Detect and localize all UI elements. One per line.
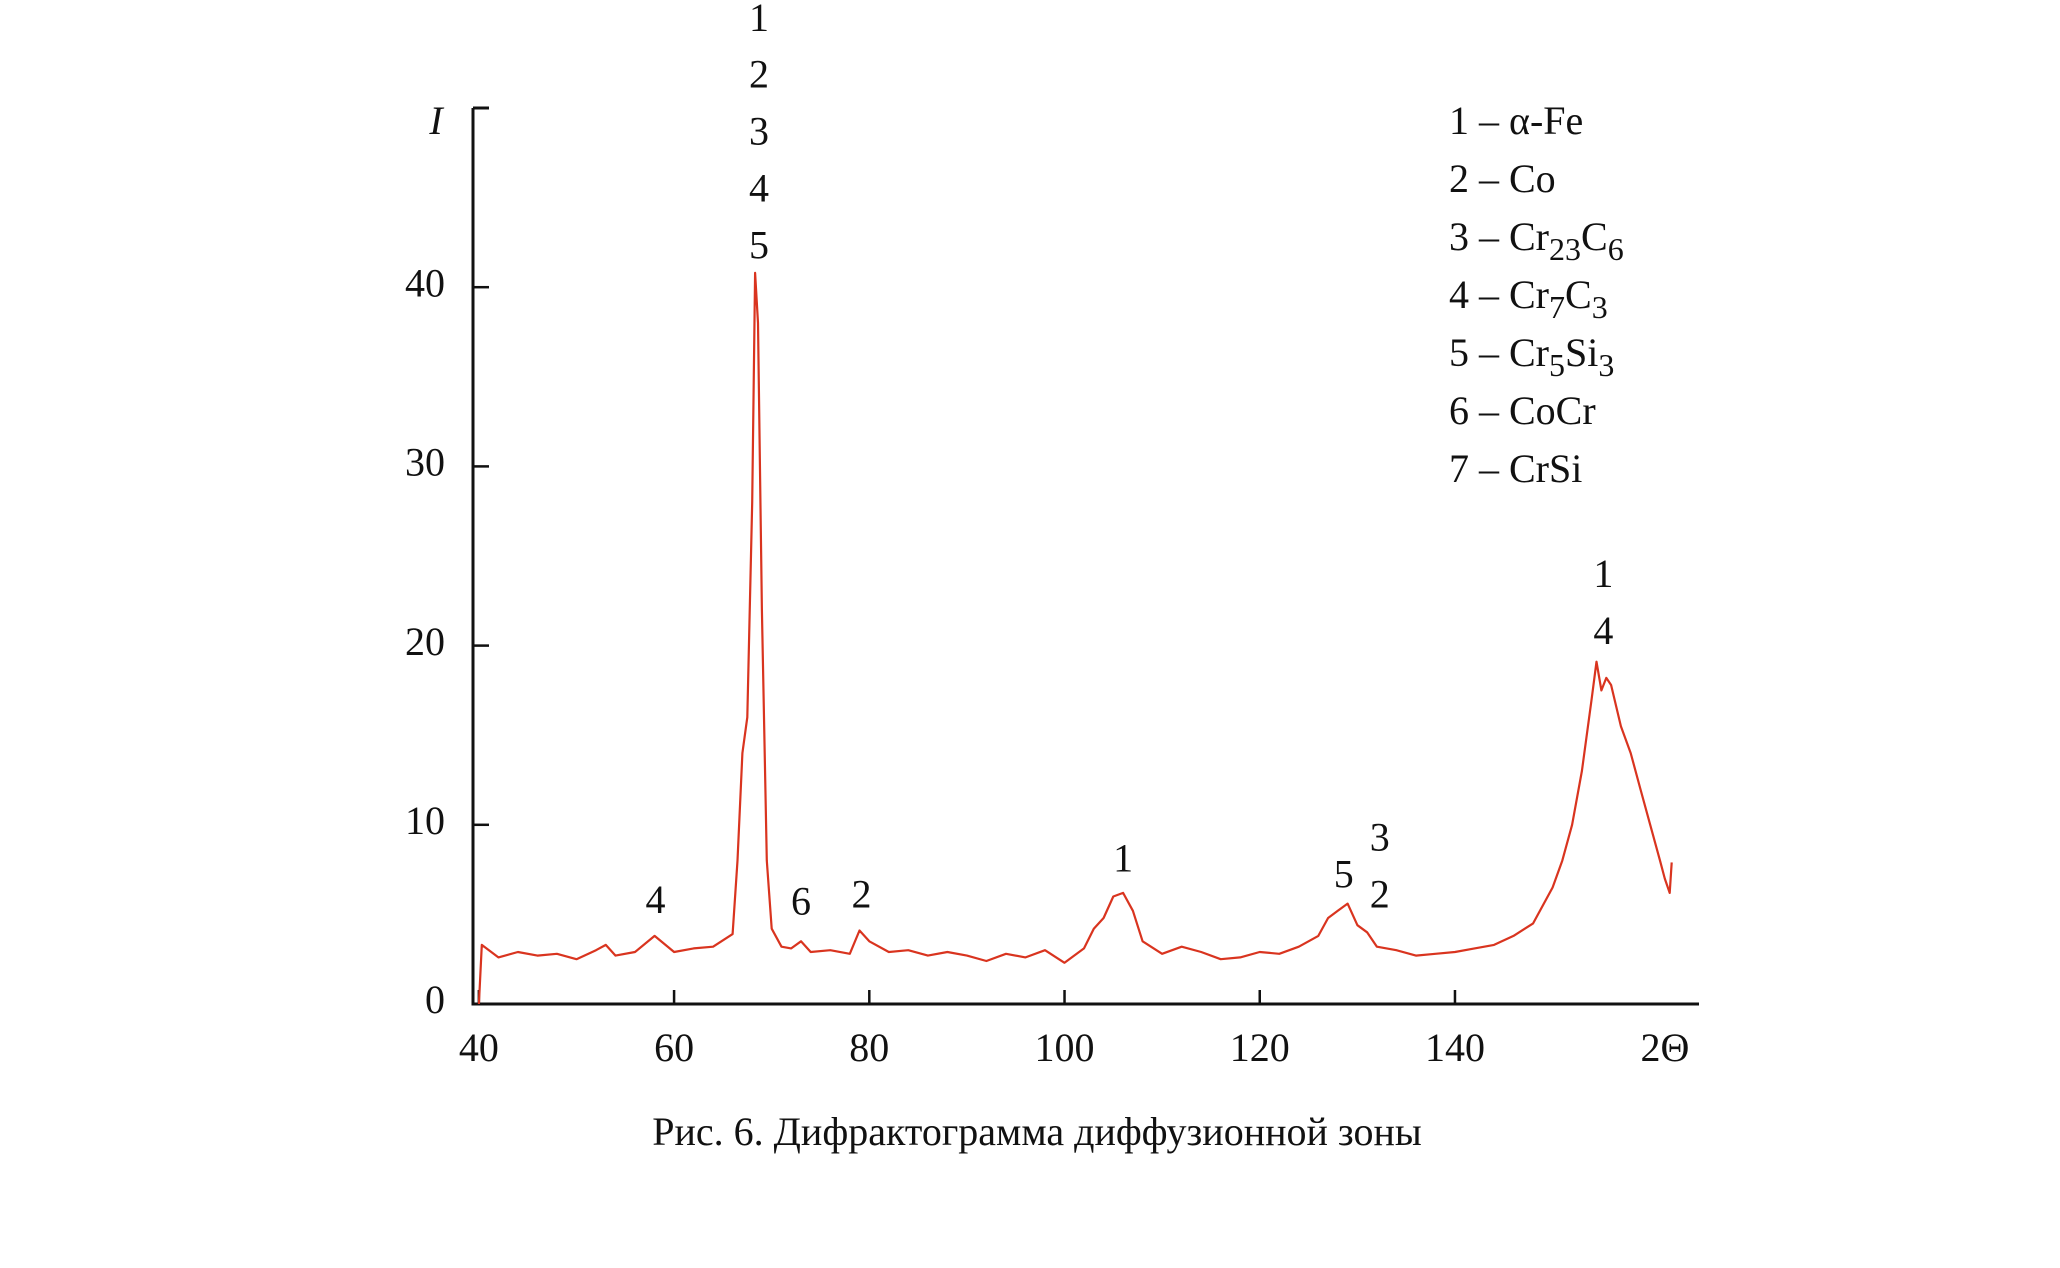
- x-tick-label: 140: [1425, 1025, 1485, 1070]
- legend-part: 23: [1549, 231, 1581, 267]
- legend-part: 3: [1592, 289, 1608, 325]
- y-tick-label: 20: [405, 619, 445, 664]
- legend-part: 3 –: [1449, 214, 1509, 259]
- legend-part: 6 –: [1449, 388, 1509, 433]
- y-tick-label: 10: [405, 798, 445, 843]
- peak-label: 4: [1593, 608, 1613, 653]
- legend-part: CrSi: [1509, 446, 1582, 491]
- legend-part: 5: [1549, 347, 1565, 383]
- legend-part: C: [1565, 272, 1592, 317]
- legend-part: Cr: [1509, 330, 1549, 375]
- peak-label: 1: [749, 0, 769, 40]
- x-tick-label: 40: [459, 1025, 499, 1070]
- peak-label: 3: [1370, 814, 1390, 859]
- peak-label: 6: [791, 879, 811, 924]
- data-line: [477, 271, 1673, 1005]
- peak-label: 2: [1370, 871, 1390, 916]
- legend-part: Si: [1565, 330, 1598, 375]
- x-axis-label: 2Θ: [1641, 1025, 1690, 1070]
- peak-label: 3: [749, 109, 769, 154]
- legend-part: 6: [1608, 231, 1624, 267]
- legend-part: 1 –: [1449, 98, 1509, 143]
- legend-part: α-Fe: [1509, 98, 1583, 143]
- legend-entry: 1 – α-Fe: [1449, 98, 1583, 143]
- peak-label: 1: [1113, 836, 1133, 881]
- legend-part: 2 –: [1449, 156, 1509, 201]
- legend-part: Co: [1509, 156, 1556, 201]
- legend-part: Cr: [1509, 272, 1549, 317]
- x-tick-label: 80: [849, 1025, 889, 1070]
- peak-label: 2: [749, 52, 769, 97]
- legend-entry: 3 – Cr23C6: [1449, 214, 1624, 267]
- legend-part: 5 –: [1449, 330, 1509, 375]
- legend-part: 7: [1549, 289, 1565, 325]
- x-tick-label: 100: [1035, 1025, 1095, 1070]
- legend-entry: 4 – Cr7C3: [1449, 272, 1608, 325]
- y-tick-label: 0: [425, 977, 445, 1022]
- peak-label: 5: [749, 223, 769, 268]
- x-tick-label: 120: [1230, 1025, 1290, 1070]
- legend-part: 3: [1598, 347, 1614, 383]
- y-tick-label: 30: [405, 440, 445, 485]
- legend-part: C: [1581, 214, 1608, 259]
- legend-part: 4 –: [1449, 272, 1509, 317]
- legend-entry: 5 – Cr5Si3: [1449, 330, 1614, 383]
- x-tick-label: 60: [654, 1025, 694, 1070]
- peak-label: 1: [1593, 551, 1613, 596]
- legend-entry: 6 – CoCr: [1449, 388, 1596, 433]
- peak-label: 4: [749, 166, 769, 211]
- peak-label: 5: [1334, 852, 1354, 897]
- y-tick-label: 40: [405, 260, 445, 305]
- peak-label: 4: [646, 877, 666, 922]
- legend-part: CoCr: [1509, 388, 1596, 433]
- legend-part: 7 –: [1449, 446, 1509, 491]
- caption: Рис. 6. Дифрактограмма диффузионной зоны: [652, 1109, 1422, 1154]
- y-axis-label: I: [428, 98, 444, 143]
- peak-label: 2: [851, 871, 871, 916]
- legend-part: Cr: [1509, 214, 1549, 259]
- legend-entry: 7 – CrSi: [1449, 446, 1582, 491]
- legend-entry: 2 – Co: [1449, 156, 1556, 201]
